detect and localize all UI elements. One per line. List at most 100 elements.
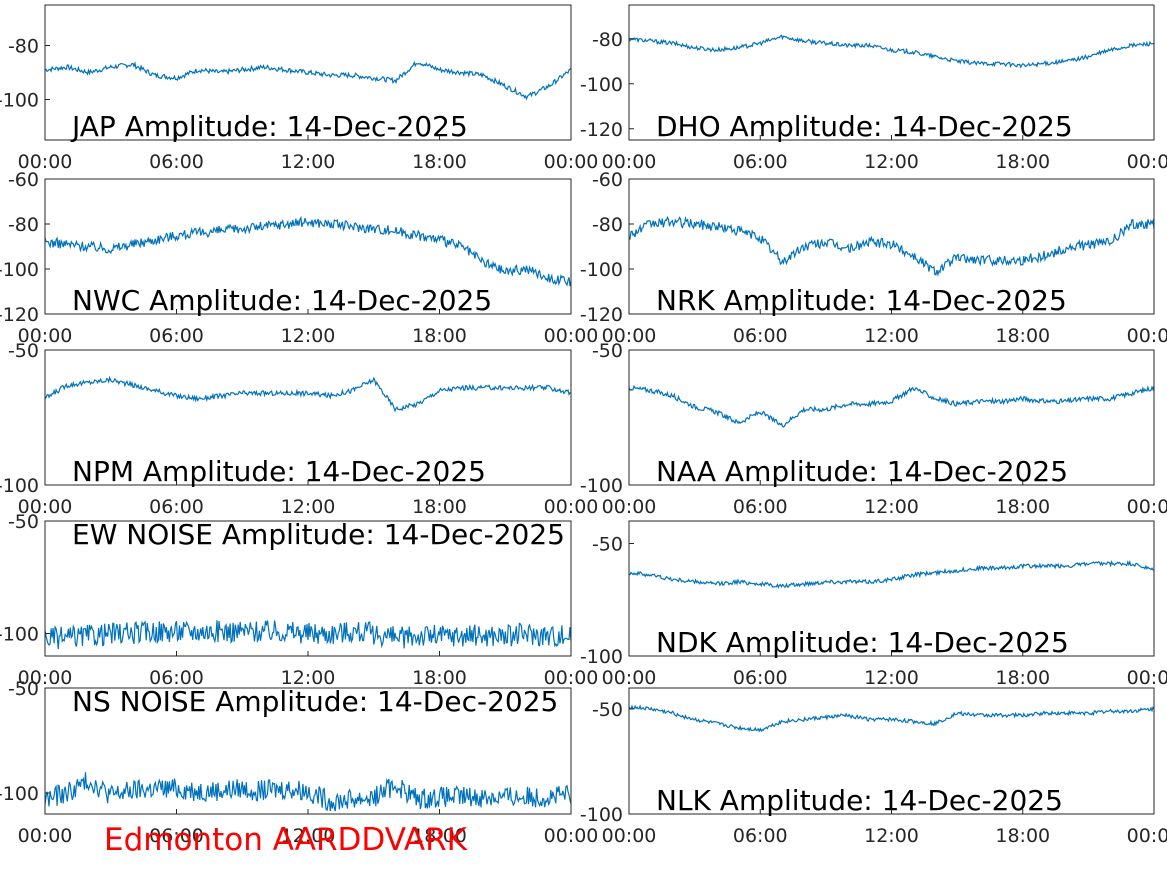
- x-tick-label: 12:00: [864, 325, 919, 347]
- y-tick-label: -100: [0, 90, 39, 112]
- x-tick-label: 06:00: [149, 151, 204, 173]
- series-line: [629, 704, 1154, 733]
- series-line: [629, 34, 1154, 69]
- x-tick-label: 12:00: [281, 667, 336, 689]
- x-tick-label: 06:00: [733, 325, 788, 347]
- x-tick-label: 06:00: [149, 325, 204, 347]
- x-tick-label: 00:00: [544, 667, 599, 689]
- x-tick-label: 06:00: [149, 496, 204, 518]
- y-tick-label: -120: [0, 304, 39, 326]
- y-tick-label: -100: [580, 646, 623, 668]
- x-tick-label: 18:00: [995, 496, 1050, 518]
- chart-panel: 00:00 06:00 12:00 18:00 00:00 -50 -100 NLK Ampl…: [580, 687, 1167, 847]
- x-tick-label: 06:00: [733, 825, 788, 847]
- x-tick-label: 00:00: [602, 825, 657, 847]
- chart-panel: 00:00 06:00 12:00 18:00 00:00 -50 -100 NDK Ampl…: [580, 520, 1167, 689]
- y-tick-label: -50: [592, 340, 623, 362]
- chart-panel: 00:00 06:00 12:00 18:00 00:00 -60 -80 -100 -120 N…: [0, 169, 598, 347]
- y-tick-label: -60: [8, 169, 39, 191]
- y-tick-label: -100: [0, 475, 39, 497]
- chart-panel: 00:00 06:00 12:00 18:00 00:00 -80 -100 -120 DHO …: [580, 4, 1167, 173]
- x-tick-label: 18:00: [412, 825, 467, 847]
- series-line: [45, 620, 571, 650]
- y-tick-label: -100: [580, 804, 623, 826]
- x-tick-label: 00:00: [18, 151, 73, 173]
- chart-panel: 00:00 06:00 12:00 18:00 00:00 -50 -100 NS NOISE…: [0, 678, 598, 847]
- station-label: Edmonton AARDDVARK: [104, 822, 468, 858]
- y-tick-label: -80: [8, 36, 39, 58]
- series-line: [629, 215, 1154, 277]
- x-tick-label: 00:00: [1127, 496, 1167, 518]
- y-tick-label: -60: [592, 169, 623, 191]
- x-tick-label: 00:00: [602, 667, 657, 689]
- chart-panel: 00:00 06:00 12:00 18:00 00:00 -50 -100 EW NOISE…: [0, 511, 598, 689]
- x-tick-label: 18:00: [412, 151, 467, 173]
- x-tick-label: 12:00: [281, 151, 336, 173]
- y-tick-label: -50: [8, 678, 39, 700]
- x-tick-label: 00:00: [544, 151, 599, 173]
- y-tick-label: -100: [580, 475, 623, 497]
- chart-title: NPM Amplitude: 14-Dec-2025: [72, 455, 486, 488]
- x-tick-label: 00:00: [602, 325, 657, 347]
- chart-title: NAA Amplitude: 14-Dec-2025: [656, 455, 1068, 488]
- x-tick-label: 18:00: [412, 496, 467, 518]
- x-tick-label: 00:00: [1127, 825, 1167, 847]
- chart-title: DHO Amplitude: 14-Dec-2025: [656, 110, 1073, 143]
- x-tick-label: 00:00: [18, 325, 73, 347]
- x-tick-label: 12:00: [281, 325, 336, 347]
- y-tick-label: -50: [592, 534, 623, 556]
- x-tick-label: 00:00: [544, 825, 599, 847]
- x-tick-label: 12:00: [281, 825, 336, 847]
- chart-title: NDK Amplitude: 14-Dec-2025: [656, 626, 1069, 659]
- x-tick-label: 12:00: [281, 496, 336, 518]
- y-tick-label: -100: [580, 259, 623, 281]
- x-tick-label: 00:00: [1127, 325, 1167, 347]
- chart-title: NS NOISE Amplitude: 14-Dec-2025: [72, 685, 558, 718]
- chart-panel: 00:00 06:00 12:00 18:00 00:00 -50 -100 NPM Ampl…: [0, 340, 598, 518]
- x-tick-label: 06:00: [733, 151, 788, 173]
- series-line: [45, 375, 571, 413]
- y-tick-label: -80: [8, 214, 39, 236]
- x-tick-label: 12:00: [864, 151, 919, 173]
- series-line: [629, 559, 1154, 589]
- series-line: [45, 215, 571, 287]
- series-line: [629, 384, 1154, 428]
- x-tick-label: 06:00: [149, 825, 204, 847]
- y-tick-label: -80: [592, 29, 623, 51]
- chart-title: JAP Amplitude: 14-Dec-2025: [70, 110, 468, 143]
- y-tick-label: -50: [592, 699, 623, 721]
- x-tick-label: 06:00: [733, 667, 788, 689]
- y-tick-label: -50: [8, 340, 39, 362]
- y-tick-label: -120: [580, 304, 623, 326]
- chart-title: NWC Amplitude: 14-Dec-2025: [72, 284, 492, 317]
- x-tick-label: 00:00: [544, 496, 599, 518]
- x-tick-label: 00:00: [1127, 151, 1167, 173]
- x-tick-label: 00:00: [18, 825, 73, 847]
- x-tick-label: 18:00: [995, 667, 1050, 689]
- x-tick-label: 00:00: [18, 496, 73, 518]
- x-tick-label: 18:00: [995, 825, 1050, 847]
- x-tick-label: 18:00: [412, 325, 467, 347]
- x-tick-label: 00:00: [602, 496, 657, 518]
- chart-panel: 00:00 06:00 12:00 18:00 00:00 -50 -100 NAA Ampl…: [580, 340, 1167, 518]
- chart-panel: 00:00 06:00 12:00 18:00 00:00 -80 -100 JAP Ampl…: [0, 4, 599, 173]
- x-tick-label: 06:00: [733, 496, 788, 518]
- chart-panel: 00:00 06:00 12:00 18:00 00:00 -60 -80 -100 -120 N…: [580, 169, 1167, 347]
- x-tick-label: 00:00: [18, 667, 73, 689]
- y-tick-label: -100: [0, 624, 39, 646]
- chart-title: EW NOISE Amplitude: 14-Dec-2025: [72, 518, 565, 551]
- chart-title: NRK Amplitude: 14-Dec-2025: [656, 284, 1067, 317]
- x-tick-label: 18:00: [412, 667, 467, 689]
- y-tick-label: -120: [580, 119, 623, 141]
- x-tick-label: 00:00: [544, 325, 599, 347]
- series-line: [45, 60, 571, 101]
- chart-title: NLK Amplitude: 14-Dec-2025: [656, 784, 1063, 817]
- series-line: [45, 772, 571, 812]
- y-tick-label: -100: [580, 74, 623, 96]
- y-tick-label: -80: [592, 214, 623, 236]
- x-tick-label: 18:00: [995, 325, 1050, 347]
- x-tick-label: 12:00: [864, 496, 919, 518]
- x-tick-label: 18:00: [995, 151, 1050, 173]
- y-tick-label: -100: [0, 783, 39, 805]
